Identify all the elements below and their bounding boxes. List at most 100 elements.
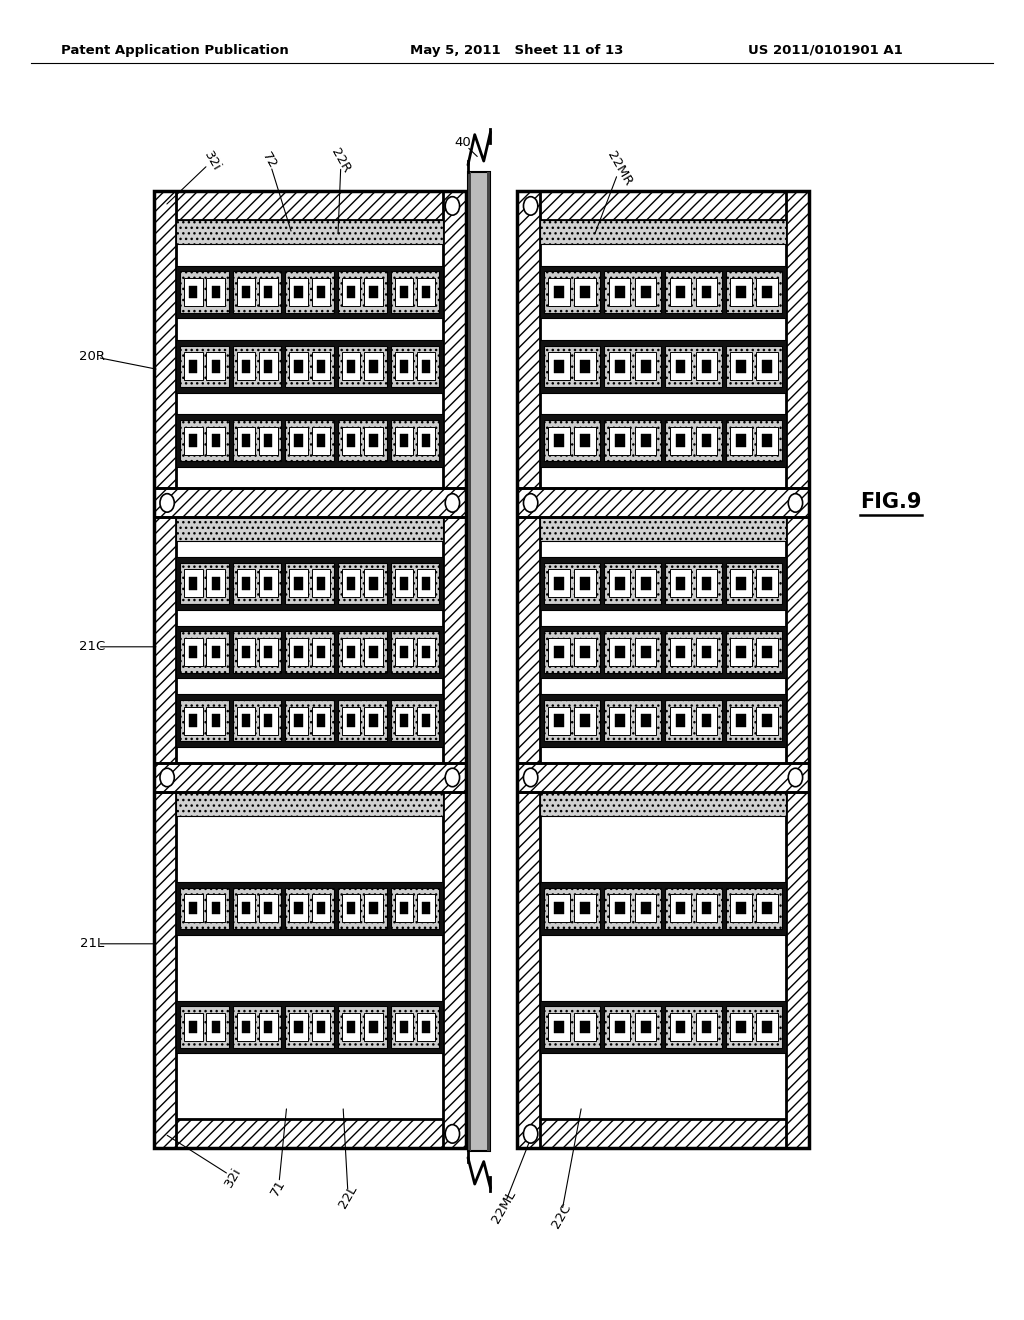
- Text: 40: 40: [455, 136, 471, 149]
- Bar: [259, 352, 278, 380]
- Bar: [391, 631, 439, 673]
- Bar: [176, 557, 443, 610]
- Bar: [635, 569, 656, 598]
- Bar: [189, 285, 198, 298]
- Bar: [295, 645, 303, 659]
- Bar: [176, 339, 443, 393]
- Bar: [347, 577, 355, 590]
- Bar: [422, 902, 430, 915]
- Bar: [701, 1020, 712, 1034]
- Bar: [370, 714, 378, 727]
- Bar: [347, 360, 355, 372]
- Bar: [581, 434, 590, 447]
- Bar: [154, 488, 466, 517]
- Bar: [666, 1006, 722, 1048]
- Bar: [635, 352, 656, 380]
- Bar: [641, 360, 650, 372]
- Bar: [548, 638, 569, 667]
- Bar: [180, 420, 228, 461]
- Bar: [670, 279, 691, 306]
- Bar: [701, 645, 712, 659]
- Bar: [316, 902, 325, 915]
- Text: US 2011/0101901 A1: US 2011/0101901 A1: [748, 44, 902, 57]
- Bar: [189, 434, 198, 447]
- Bar: [212, 645, 220, 659]
- Bar: [762, 714, 772, 727]
- Bar: [666, 420, 722, 461]
- Bar: [554, 577, 564, 590]
- Bar: [207, 638, 225, 667]
- Bar: [609, 894, 631, 923]
- Bar: [347, 645, 355, 659]
- Bar: [316, 645, 325, 659]
- Bar: [554, 902, 564, 915]
- Bar: [701, 902, 712, 915]
- Bar: [237, 1012, 255, 1041]
- Bar: [757, 894, 778, 923]
- Bar: [212, 1020, 220, 1034]
- Bar: [184, 1012, 203, 1041]
- Bar: [290, 706, 308, 735]
- Bar: [604, 887, 662, 929]
- Bar: [548, 1012, 569, 1041]
- Bar: [581, 645, 590, 659]
- Bar: [614, 1020, 625, 1034]
- Bar: [604, 420, 662, 461]
- Bar: [695, 279, 717, 306]
- Bar: [342, 352, 360, 380]
- Bar: [370, 577, 378, 590]
- Bar: [154, 488, 466, 517]
- Bar: [614, 902, 625, 915]
- Bar: [695, 1012, 717, 1041]
- Bar: [726, 272, 782, 313]
- Bar: [762, 577, 772, 590]
- Bar: [540, 339, 786, 393]
- Bar: [264, 902, 272, 915]
- Bar: [736, 902, 745, 915]
- Bar: [695, 426, 717, 454]
- Bar: [604, 631, 662, 673]
- Bar: [232, 562, 282, 605]
- Bar: [540, 792, 786, 816]
- Bar: [295, 360, 303, 372]
- Bar: [604, 272, 662, 313]
- Bar: [342, 706, 360, 735]
- Bar: [730, 279, 752, 306]
- Bar: [676, 285, 685, 298]
- Bar: [189, 645, 198, 659]
- Bar: [394, 1012, 413, 1041]
- Bar: [726, 700, 782, 742]
- Bar: [468, 172, 490, 1151]
- Bar: [701, 434, 712, 447]
- Bar: [370, 1020, 378, 1034]
- Bar: [259, 706, 278, 735]
- Bar: [736, 714, 745, 727]
- Circle shape: [160, 494, 174, 512]
- Bar: [604, 346, 662, 387]
- Bar: [422, 434, 430, 447]
- Bar: [391, 1006, 439, 1048]
- Bar: [548, 569, 569, 598]
- Bar: [540, 557, 786, 610]
- Bar: [581, 714, 590, 727]
- Bar: [548, 706, 569, 735]
- Bar: [786, 191, 809, 1148]
- Bar: [544, 420, 600, 461]
- Bar: [176, 220, 443, 244]
- Bar: [286, 1006, 334, 1048]
- Bar: [338, 1006, 387, 1048]
- Bar: [391, 700, 439, 742]
- Bar: [212, 434, 220, 447]
- Bar: [757, 352, 778, 380]
- Bar: [614, 434, 625, 447]
- Bar: [417, 279, 435, 306]
- Bar: [311, 569, 330, 598]
- Bar: [554, 434, 564, 447]
- Bar: [676, 714, 685, 727]
- Bar: [259, 894, 278, 923]
- Bar: [574, 638, 596, 667]
- Bar: [540, 626, 786, 678]
- Bar: [399, 285, 408, 298]
- Bar: [762, 360, 772, 372]
- Bar: [757, 426, 778, 454]
